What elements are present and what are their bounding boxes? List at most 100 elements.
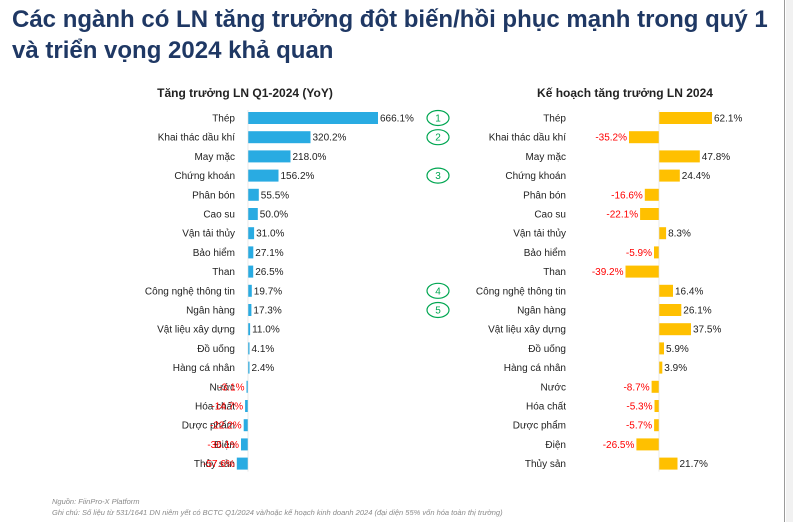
right-value-label-1: -35.2% [595,133,627,144]
right-value-label-17: -26.5% [603,440,635,451]
rank-marker-label-0: 1 [435,114,441,125]
left-value-label-7: 27.1% [255,248,283,259]
left-bar-16 [243,419,248,432]
right-bar-12 [659,342,664,355]
left-category-label-8: Than [212,267,235,278]
left-category-label-2: May mặc [194,152,235,163]
rank-marker-label-2: 3 [435,171,441,182]
right-category-label-9: Công nghệ thông tin [476,286,566,297]
slide-title-line-1: Các ngành có LN tăng trưởng đột biến/hồi… [12,6,768,33]
right-value-label-4: -16.6% [611,190,643,201]
right-bar-2 [659,150,700,163]
left-value-label-11: 11.0% [252,325,280,336]
left-bar-14 [246,380,248,393]
left-category-label-6: Vận tải thủy [182,228,235,240]
window-edge [786,0,793,522]
left-bar-7 [248,246,254,259]
right-value-label-9: 16.4% [675,286,703,297]
rank-marker-label-1: 2 [435,133,441,144]
rank-marker-4 [426,301,450,319]
right-category-label-2: May mặc [525,152,566,163]
left-category-label-3: Chứng khoán [174,171,235,182]
slide-title-line-2: và triển vọng 2024 khả quan [12,37,334,64]
left-category-label-14: Nước [210,382,235,393]
slide-title: Các ngành có LN tăng trưởng đột biến/hồi… [12,4,793,66]
rank-marker-2 [426,167,450,184]
right-category-label-16: Dược phẩm [513,420,566,432]
left-bar-8 [248,265,254,278]
rank-marker-1 [426,129,450,146]
left-bar-15 [245,400,248,412]
right-bar-15 [654,400,659,412]
right-bar-9 [659,284,673,297]
left-value-label-18: -57.6% [203,459,235,470]
right-value-label-15: -5.3% [626,402,652,413]
left-category-label-5: Cao su [203,210,235,221]
right-category-label-1: Khai thác dầu khí [489,132,566,144]
left-bar-6 [248,227,255,240]
left-value-label-5: 50.0% [260,210,288,221]
right-value-label-10: 26.1% [683,306,711,317]
left-value-label-9: 19.7% [254,286,282,297]
right-bar-17 [636,438,659,451]
right-bar-16 [654,419,659,432]
left-category-label-13: Hàng cá nhân [173,363,235,374]
left-category-label-4: Phân bón [192,190,235,201]
right-value-label-14: -8.7% [623,382,649,393]
right-bar-1 [629,131,659,144]
left-bar-11 [248,323,251,336]
right-category-label-6: Vận tải thủy [513,228,566,240]
left-category-label-1: Khai thác dầu khí [158,132,235,144]
left-value-label-14: -3.1% [218,382,244,393]
right-value-label-7: -5.9% [626,248,652,259]
right-bar-5 [640,208,659,220]
left-category-label-15: Hóa chất [195,401,235,413]
right-value-label-0: 62.1% [714,114,742,125]
right-bar-3 [659,169,680,182]
left-bar-1 [248,131,311,144]
right-bar-14 [651,380,659,393]
right-value-label-5: -22.1% [606,210,638,221]
left-bar-3 [248,169,279,182]
right-value-label-8: -39.2% [592,267,624,278]
right-bar-11 [659,323,691,336]
left-value-label-15: -14.7% [211,402,243,413]
left-bar-12 [248,342,250,355]
right-category-label-15: Hóa chất [526,401,566,413]
right-bar-7 [654,246,659,259]
left-value-label-3: 156.2% [281,171,315,182]
right-bar-18 [659,457,678,470]
right-value-label-13: 3.9% [664,363,687,374]
right-category-label-14: Nước [541,382,566,393]
left-bar-13 [248,361,250,374]
right-bar-0 [659,112,712,124]
right-value-label-3: 24.4% [682,171,710,182]
right-bar-4 [644,188,659,201]
right-category-label-13: Hàng cá nhân [504,363,566,374]
left-value-label-16: -22.2% [210,421,242,432]
right-category-label-5: Cao su [534,210,566,221]
left-value-label-6: 31.0% [256,229,284,240]
right-bar-8 [625,265,659,278]
right-category-label-0: Thép [543,114,566,125]
left-value-label-0: 666.1% [380,114,414,125]
right-category-label-12: Đồ uống [528,343,566,355]
left-category-label-9: Công nghệ thông tin [145,286,235,297]
right-category-label-7: Bảo hiểm [524,247,566,259]
right-value-label-6: 8.3% [668,229,691,240]
left-category-label-11: Vật liệu xây dựng [157,325,235,336]
right-category-label-11: Vật liệu xây dựng [488,325,566,336]
right-value-label-16: -5.7% [626,421,652,432]
left-value-label-17: -36.1% [207,440,239,451]
left-value-label-1: 320.2% [313,133,347,144]
left-bar-17 [241,438,248,451]
right-bar-13 [659,361,663,374]
right-value-label-18: 21.7% [680,459,708,470]
right-bar-6 [659,227,667,240]
right-value-label-11: 37.5% [693,325,721,336]
right-category-label-4: Phân bón [523,190,566,201]
left-bar-5 [248,208,258,220]
left-bar-9 [248,284,252,297]
